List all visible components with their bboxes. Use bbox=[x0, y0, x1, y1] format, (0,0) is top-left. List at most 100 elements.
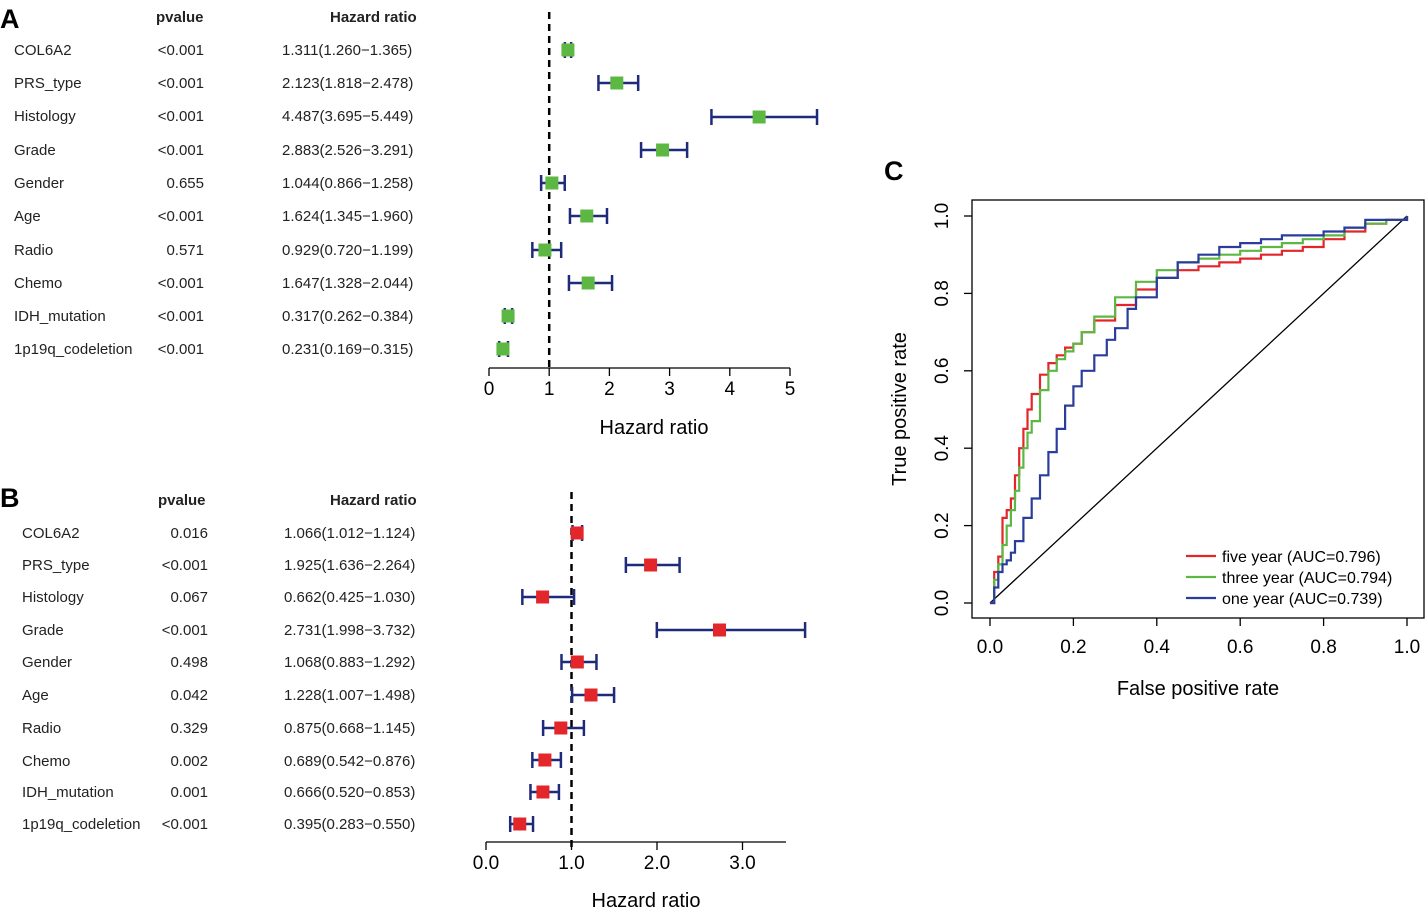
forest-a-x-tick-label: 2 bbox=[604, 379, 615, 400]
forest-b-hr-point bbox=[713, 623, 727, 637]
forest-a-row-mark bbox=[710, 109, 819, 125]
forest-b-row-pvalue: 0.498 bbox=[170, 654, 208, 671]
forest-a-row-hr: 0.317(0.262−0.384) bbox=[282, 308, 414, 325]
forest-a-x-tick-label: 4 bbox=[725, 379, 736, 400]
forest-a-hr-point bbox=[545, 176, 559, 190]
forest-a-row-hr: 0.231(0.169−0.315) bbox=[282, 341, 414, 358]
forest-a-row-mark bbox=[496, 341, 510, 357]
forest-a-row-mark bbox=[531, 242, 563, 258]
forest-b-row-name: Histology bbox=[22, 589, 84, 606]
forest-b-row-hr: 0.666(0.520−0.853) bbox=[284, 784, 416, 801]
forest-b-row-mark bbox=[541, 720, 586, 736]
forest-b-row-mark bbox=[531, 752, 563, 768]
forest-b-hr-header: Hazard ratio bbox=[330, 492, 417, 509]
forest-a-row-hr: 1.044(0.866−1.258) bbox=[282, 175, 414, 192]
forest-b-hr-point bbox=[538, 753, 552, 767]
roc-x-tick-label: 1.0 bbox=[1394, 637, 1420, 658]
forest-a-hr-point bbox=[538, 243, 552, 257]
forest-b-row-hr: 0.395(0.283−0.550) bbox=[284, 816, 416, 833]
forest-b-row-mark bbox=[508, 816, 535, 832]
forest-a-hr-point bbox=[656, 143, 670, 157]
forest-b-row-pvalue: <0.001 bbox=[161, 557, 208, 574]
roc-x-tick-label: 0.6 bbox=[1227, 637, 1253, 658]
forest-b-row-mark bbox=[624, 557, 681, 573]
roc-y-tick-label: 1.0 bbox=[932, 203, 953, 229]
forest-a-x-tick-label: 5 bbox=[785, 379, 796, 400]
panel-label-c: C bbox=[884, 156, 904, 186]
roc-x-axis-title: False positive rate bbox=[1117, 678, 1279, 700]
forest-a-row-name: Radio bbox=[14, 242, 54, 259]
roc-y-tick-label: 0.4 bbox=[932, 435, 953, 462]
forest-a-row-pvalue: 0.655 bbox=[166, 175, 204, 192]
panel-label-a: A bbox=[0, 4, 20, 34]
forest-a-row-name: Grade bbox=[14, 142, 56, 159]
forest-a-x-tick-label: 1 bbox=[544, 379, 555, 400]
roc-legend-label: three year (AUC=0.794) bbox=[1222, 570, 1392, 587]
roc-x-tick-label: 0.8 bbox=[1310, 637, 1336, 658]
roc-y-tick-label: 0.6 bbox=[932, 358, 953, 384]
forest-a-row-pvalue: <0.001 bbox=[157, 75, 204, 92]
forest-b-row-pvalue: <0.001 bbox=[161, 622, 208, 639]
forest-b-row-mark bbox=[529, 784, 561, 800]
forest-a-hr-header: Hazard ratio bbox=[330, 9, 417, 26]
forest-a-row-mark bbox=[639, 142, 689, 158]
forest-b-row-name: PRS_type bbox=[22, 557, 90, 574]
forest-b-row-hr: 1.228(1.007−1.498) bbox=[284, 687, 416, 704]
forest-b-row-mark bbox=[655, 622, 807, 638]
forest-b-hr-point bbox=[536, 590, 550, 604]
roc-diagonal bbox=[989, 215, 1408, 604]
forest-b-row-name: IDH_mutation bbox=[22, 784, 114, 801]
forest-a-row-mark bbox=[561, 42, 575, 58]
forest-b-row-hr: 1.068(0.883−1.292) bbox=[284, 654, 416, 671]
forest-b-row-hr: 2.731(1.998−3.732) bbox=[284, 622, 416, 639]
forest-a-row-name: PRS_type bbox=[14, 75, 82, 92]
roc-y-axis-title: True positive rate bbox=[889, 332, 911, 486]
forest-b-row-name: Radio bbox=[22, 720, 62, 737]
forest-a-row-name: Gender bbox=[14, 175, 65, 192]
forest-a-row-mark bbox=[539, 175, 566, 191]
roc-frame bbox=[971, 199, 1425, 619]
forest-a-row-mark bbox=[501, 308, 515, 324]
forest-a-row-name: COL6A2 bbox=[14, 42, 72, 59]
forest-b-row-name: Grade bbox=[22, 622, 64, 639]
forest-a-row-hr: 1.311(1.260−1.365) bbox=[282, 42, 413, 59]
forest-b-hr-point bbox=[570, 655, 584, 669]
forest-b-row-mark bbox=[570, 525, 584, 541]
forest-b-hr-point bbox=[644, 558, 658, 572]
forest-a-row-hr: 2.883(2.526−3.291) bbox=[282, 142, 414, 159]
forest-b-row-pvalue: 0.067 bbox=[170, 589, 208, 606]
forest-a-row-hr: 2.123(1.818−2.478) bbox=[282, 75, 414, 92]
forest-b-row-hr: 0.662(0.425−1.030) bbox=[284, 589, 416, 606]
forest-b-hr-point bbox=[513, 817, 527, 831]
forest-a-row-mark bbox=[567, 275, 614, 291]
forest-a-row-pvalue: 0.571 bbox=[166, 242, 204, 259]
forest-a-row-name: Chemo bbox=[14, 275, 63, 292]
forest-b-x-tick-label: 3.0 bbox=[729, 853, 755, 874]
forest-b-row-name: Age bbox=[22, 687, 49, 704]
roc-y-tick-label: 0.2 bbox=[932, 512, 953, 538]
forest-b-x-axis-title: Hazard ratio bbox=[592, 890, 701, 912]
forest-b-row-name: 1p19q_codeletion bbox=[22, 816, 141, 833]
forest-a-hr-point bbox=[752, 110, 766, 124]
roc-x-tick-label: 0.2 bbox=[1060, 637, 1086, 658]
roc-y-tick-label: 0.0 bbox=[932, 590, 953, 616]
roc-curve-one-year bbox=[990, 216, 1409, 605]
forest-a-hr-point bbox=[610, 76, 624, 90]
forest-b-row-hr: 0.689(0.542−0.876) bbox=[284, 753, 416, 770]
forest-a-row-name: Age bbox=[14, 208, 41, 225]
forest-b-row-pvalue: 0.329 bbox=[170, 720, 208, 737]
forest-b-row-pvalue: 0.016 bbox=[170, 525, 208, 542]
roc-x-tick-label: 0.0 bbox=[977, 637, 1003, 658]
forest-b-row-hr: 1.925(1.636−2.264) bbox=[284, 557, 416, 574]
forest-b-row-pvalue: <0.001 bbox=[161, 816, 208, 833]
roc-curve-three-year bbox=[990, 216, 1409, 605]
forest-b-hr-point bbox=[584, 688, 598, 702]
forest-b-hr-point bbox=[554, 721, 568, 735]
forest-b-x-tick-label: 0.0 bbox=[473, 853, 499, 874]
forest-a-x-axis-title: Hazard ratio bbox=[600, 417, 709, 439]
forest-b-x-tick-label: 1.0 bbox=[558, 853, 584, 874]
forest-b-row-name: COL6A2 bbox=[22, 525, 80, 542]
forest-a-row-name: 1p19q_codeletion bbox=[14, 341, 133, 358]
forest-a-hr-point bbox=[501, 309, 515, 323]
